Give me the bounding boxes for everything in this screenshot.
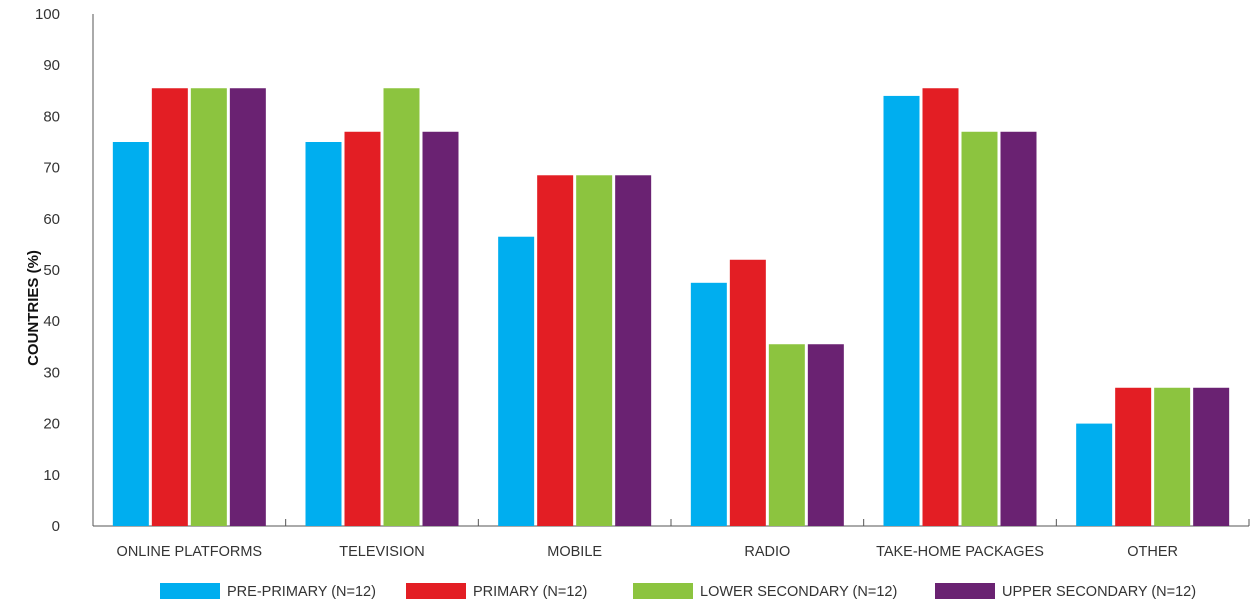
bar bbox=[1076, 423, 1113, 526]
bar bbox=[1115, 387, 1152, 526]
legend-swatch bbox=[406, 583, 466, 599]
legend-label: UPPER SECONDARY (N=12) bbox=[1002, 584, 1196, 600]
y-tick-label: 100 bbox=[35, 6, 60, 23]
x-category-label: MOBILE bbox=[547, 544, 602, 560]
y-tick-label: 30 bbox=[43, 364, 60, 381]
y-tick-label: 90 bbox=[43, 57, 60, 74]
y-tick-label: 60 bbox=[43, 211, 60, 228]
legend-swatch bbox=[935, 583, 995, 599]
x-category-label: RADIO bbox=[744, 544, 790, 560]
bar bbox=[1000, 131, 1037, 526]
bar bbox=[151, 88, 188, 527]
y-axis-title: COUNTRIES (%) bbox=[25, 250, 42, 366]
x-category-label: TAKE-HOME PACKAGES bbox=[876, 544, 1044, 560]
bar bbox=[961, 131, 998, 526]
bar bbox=[422, 131, 459, 526]
legend-label: PRE-PRIMARY (N=12) bbox=[227, 584, 376, 600]
y-tick-label: 20 bbox=[43, 416, 60, 433]
bar bbox=[615, 175, 652, 526]
y-axis: 0 10 20 30 40 50 60 70 80 90 100 bbox=[35, 6, 94, 535]
legend-label: LOWER SECONDARY (N=12) bbox=[700, 584, 897, 600]
bar bbox=[383, 88, 420, 527]
bar bbox=[883, 95, 920, 527]
bar bbox=[807, 344, 844, 526]
bar bbox=[1154, 387, 1191, 526]
legend-label: PRIMARY (N=12) bbox=[473, 584, 587, 600]
bar bbox=[229, 88, 266, 527]
x-axis: ONLINE PLATFORMS TELEVISION MOBILE RADIO TAK… bbox=[93, 519, 1250, 560]
y-tick-label: 40 bbox=[43, 313, 60, 330]
bar bbox=[768, 344, 805, 526]
x-category-label: OTHER bbox=[1127, 544, 1178, 560]
bar bbox=[190, 88, 227, 527]
bar bbox=[576, 175, 613, 526]
legend-swatch bbox=[633, 583, 693, 599]
bar bbox=[305, 142, 342, 526]
bars bbox=[112, 88, 1230, 527]
y-tick-label: 10 bbox=[43, 467, 60, 484]
bar bbox=[1193, 387, 1230, 526]
bar bbox=[344, 131, 381, 526]
bar bbox=[690, 282, 727, 526]
y-tick-label: 0 bbox=[52, 518, 60, 535]
bar bbox=[922, 88, 959, 527]
bar bbox=[498, 236, 535, 526]
y-tick-label: 50 bbox=[43, 262, 60, 279]
bar bbox=[729, 259, 766, 526]
legend-swatch bbox=[160, 583, 220, 599]
y-tick-label: 80 bbox=[43, 108, 60, 125]
legend: PRE-PRIMARY (N=12) PRIMARY (N=12) LOWER SE… bbox=[160, 583, 1196, 600]
bar bbox=[112, 142, 149, 526]
bar bbox=[537, 175, 574, 526]
x-category-label: ONLINE PLATFORMS bbox=[117, 544, 263, 560]
y-tick-label: 70 bbox=[43, 160, 60, 177]
x-category-label: TELEVISION bbox=[339, 544, 424, 560]
